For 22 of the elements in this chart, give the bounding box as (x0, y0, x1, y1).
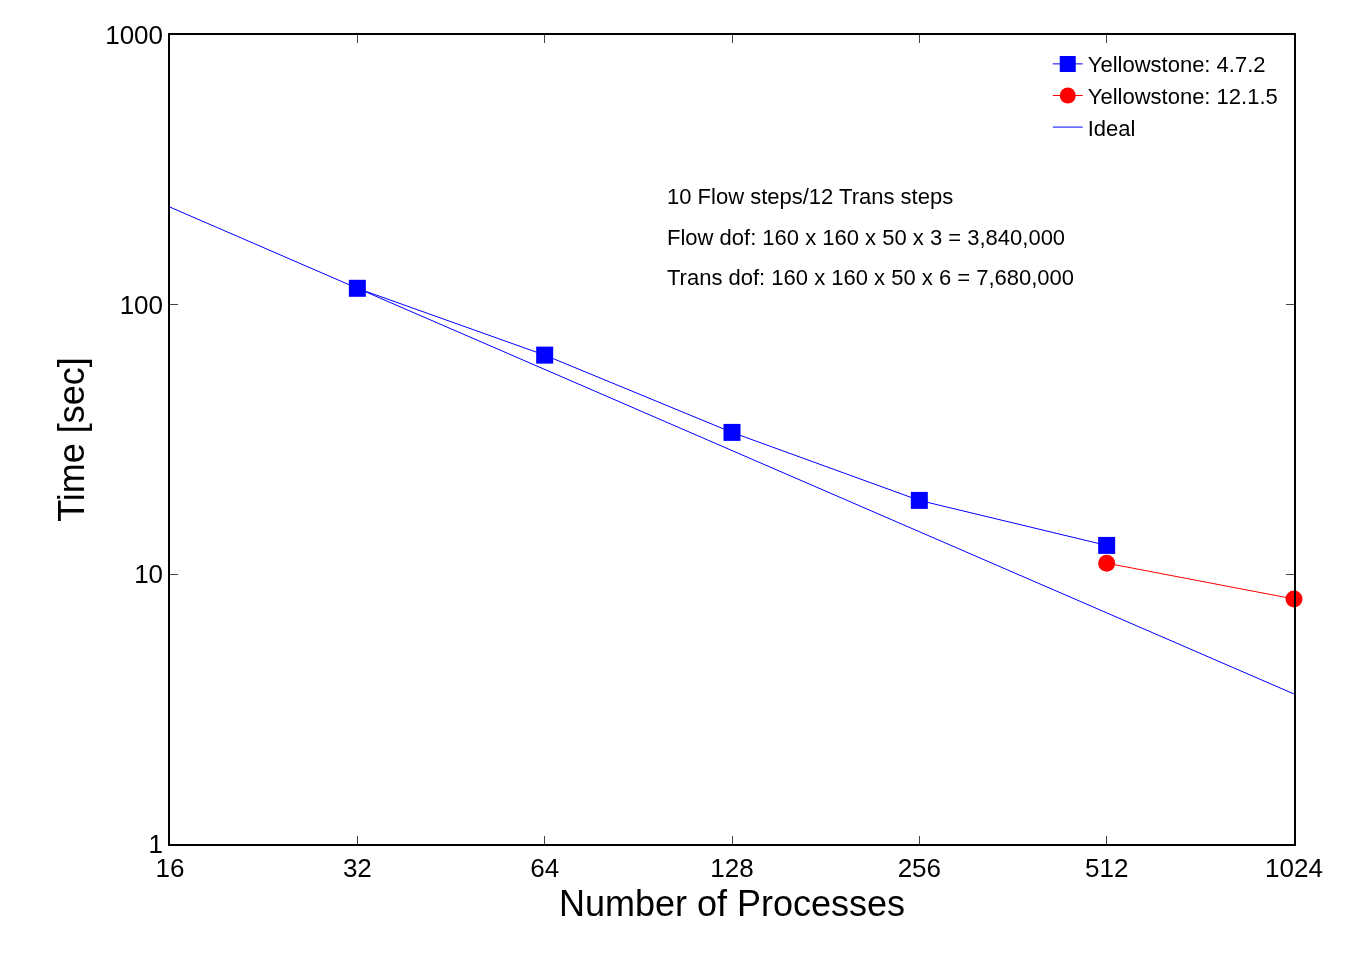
point (348, 279, 366, 297)
x-tick-label: 1024 (1265, 852, 1323, 883)
legend-label: Ideal (1087, 115, 1136, 141)
x-tick-label: 256 (897, 852, 942, 883)
x-tick-label: 32 (342, 852, 372, 883)
y-tick-label: 10 (134, 559, 164, 590)
x-tick-label: 64 (530, 852, 560, 883)
annotation: Trans dof: 160 x 160 x 50 x 6 = 7,680,000 (667, 265, 1075, 290)
y-tick-label: 100 (119, 289, 164, 320)
legend-label: Yellowstone: 4.7.2 (1087, 52, 1266, 78)
x-tick-label: 128 (710, 852, 754, 883)
point (1098, 536, 1116, 554)
y-axis-title: Time [sec] (50, 357, 92, 522)
legend-label: Yellowstone: 12.1.5 (1087, 84, 1278, 110)
x-axis-title: Number of Processes (558, 882, 906, 924)
point (536, 346, 554, 364)
x-tick-label: 512 (1084, 852, 1129, 883)
annotation: Flow dof: 160 x 160 x 50 x 3 = 3,840,000 (667, 225, 1066, 250)
point (910, 491, 928, 509)
point (723, 423, 741, 441)
annotation: 10 Flow steps/12 Trans steps (667, 184, 954, 209)
y-tick-label: 1000 (105, 20, 164, 51)
